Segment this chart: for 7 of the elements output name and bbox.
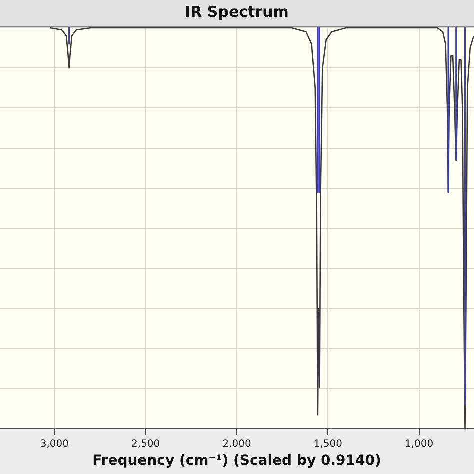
x-tick-label: 1,000 bbox=[404, 438, 434, 450]
x-tick-label: 2,500 bbox=[132, 438, 160, 450]
x-tick-label: 1,500 bbox=[314, 438, 342, 450]
chart-title: IR Spectrum bbox=[185, 2, 289, 21]
x-tick-label: 3,000 bbox=[40, 438, 70, 450]
x-axis-title: Frequency (cm⁻¹) (Scaled by 0.9140) bbox=[92, 453, 382, 470]
x-tick-label: 2,000 bbox=[222, 438, 252, 450]
